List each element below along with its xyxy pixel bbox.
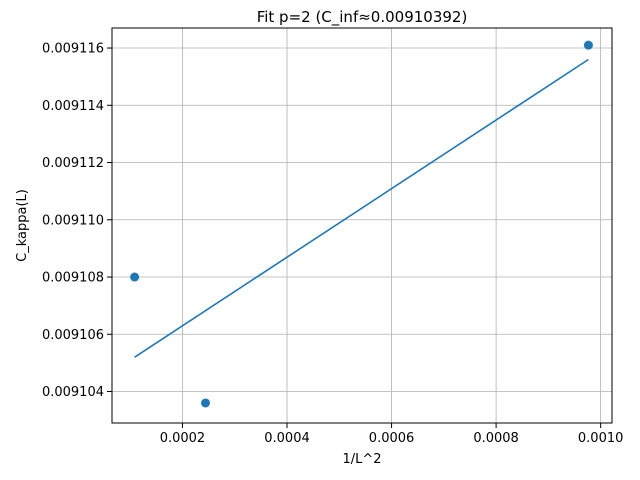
x-tick-label: 0.0006: [369, 431, 415, 446]
x-tick-label: 0.0008: [473, 431, 519, 446]
y-tick-label: 0.009108: [42, 271, 104, 286]
fit-line: [134, 58, 589, 358]
grid: [112, 28, 612, 423]
y-tick-label: 0.009106: [42, 328, 104, 343]
axes-frame: [111, 27, 613, 424]
x-axis-ticks: 0.0002 0.0004 0.0006 0.0008 0.0010: [160, 423, 624, 446]
x-tick-label: 0.0004: [264, 431, 310, 446]
scatter-points: [130, 40, 593, 408]
y-axis-label: C_kappa(L): [15, 189, 30, 262]
x-tick-label: 0.0002: [160, 431, 206, 446]
data-point: [583, 40, 593, 50]
x-tick-label: 0.0010: [578, 431, 624, 446]
y-tick-label: 0.009112: [42, 156, 104, 171]
y-tick-label: 0.009104: [42, 385, 104, 400]
x-axis-label: 1/L^2: [342, 452, 381, 467]
data-point: [130, 272, 140, 282]
data-point: [201, 398, 211, 408]
y-tick-label: 0.009110: [42, 213, 104, 228]
fit-line-group: [134, 58, 589, 358]
y-tick-label: 0.009116: [42, 42, 104, 57]
y-axis-ticks: 0.009104 0.009106 0.009108 0.009110 0.009112…: [42, 42, 112, 400]
y-tick-label: 0.009114: [42, 99, 104, 114]
chart-title: Fit p=2 (C_inf≈0.00910392): [257, 8, 468, 27]
